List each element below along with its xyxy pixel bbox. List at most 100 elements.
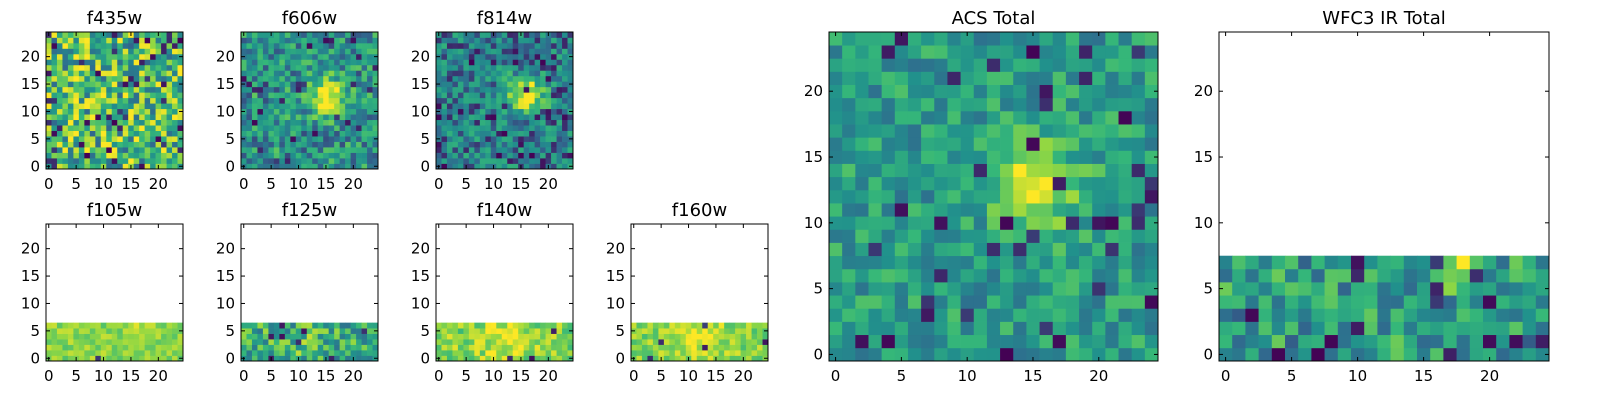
heatmap-cell: [490, 53, 497, 60]
heatmap-cell: [921, 255, 935, 270]
heatmap-cell: [685, 328, 692, 334]
heatmap-cell: [446, 70, 453, 77]
heatmap-cell: [1118, 229, 1133, 243]
heatmap-cell: [512, 119, 519, 126]
heatmap-cell: [512, 42, 519, 49]
heatmap-cell: [1079, 347, 1093, 362]
heatmap-cell: [1039, 58, 1054, 72]
heatmap-cell: [241, 92, 247, 99]
heatmap-cell: [523, 119, 530, 126]
heatmap-cell: [669, 355, 676, 362]
heatmap-cell: [323, 152, 330, 159]
heatmap-cell: [512, 64, 519, 71]
heatmap-cell: [345, 130, 351, 137]
heatmap-cell: [139, 97, 145, 104]
axes-frame: [45, 223, 184, 362]
heatmap-cell: [1131, 163, 1146, 178]
heatmap-cell: [868, 321, 882, 336]
heatmap-cell: [496, 53, 503, 60]
heatmap-cell: [562, 355, 568, 362]
heatmap-cell: [150, 328, 156, 334]
heatmap-cell: [144, 147, 151, 153]
heatmap-cell: [51, 119, 58, 126]
heatmap-cell: [46, 97, 52, 104]
heatmap-cell: [78, 53, 85, 60]
heatmap-cell: [78, 152, 85, 159]
heatmap-cell: [947, 229, 961, 243]
heatmap-cell: [133, 322, 140, 329]
heatmap-cell: [361, 81, 368, 88]
heatmap-cell: [323, 114, 330, 121]
heatmap-cell: [729, 328, 736, 334]
heatmap-cell: [1065, 58, 1080, 72]
heatmap-cell: [1456, 347, 1471, 362]
heatmap-cell: [507, 92, 514, 99]
heatmap-cell: [279, 114, 286, 121]
heatmap-cell: [567, 42, 574, 49]
heatmap-cell: [251, 81, 258, 88]
heatmap-cell: [257, 125, 264, 131]
heatmap-cell: [1403, 255, 1418, 270]
heatmap-cell: [463, 322, 470, 329]
x-tick-label: 5: [71, 175, 81, 193]
heatmap-cell: [436, 103, 442, 110]
heatmap-cell: [290, 86, 297, 93]
heatmap-cell: [367, 158, 373, 164]
heatmap-cell: [111, 108, 118, 115]
heatmap-cell: [986, 71, 1001, 85]
heatmap-cell: [986, 242, 1001, 257]
heatmap-cell: [251, 344, 258, 351]
heatmap-cell: [556, 119, 563, 126]
heatmap-cell: [144, 163, 151, 170]
heatmap-cell: [463, 147, 470, 153]
heatmap-cell: [1000, 150, 1014, 164]
heatmap-cell: [1144, 45, 1159, 59]
heatmap-cell: [529, 48, 535, 55]
heatmap-cell: [268, 86, 275, 93]
heatmap-cell: [485, 103, 492, 110]
heatmap-cell: [295, 53, 302, 60]
heatmap-cell: [361, 48, 368, 55]
heatmap-cell: [268, 81, 275, 88]
y-tick-label: 15: [216, 75, 235, 93]
heatmap-cell: [512, 163, 519, 170]
heatmap-cell: [496, 97, 503, 104]
heatmap-cell: [1052, 110, 1067, 125]
heatmap-cell: [556, 37, 563, 44]
heatmap-cell: [518, 136, 525, 142]
heatmap-cell: [78, 114, 85, 121]
heatmap-cell: [295, 42, 302, 49]
heatmap-cell: [680, 339, 687, 345]
heatmap-cell: [89, 119, 96, 126]
heatmap-cell: [485, 322, 492, 329]
heatmap-cell: [144, 130, 151, 137]
heatmap-cell: [523, 344, 530, 351]
x-tick-label: 0: [434, 175, 444, 193]
heatmap-cell: [117, 97, 124, 104]
heatmap-cell: [161, 136, 167, 142]
heatmap-cell: [257, 103, 264, 110]
heatmap-cell: [501, 108, 508, 115]
heatmap-cell: [246, 141, 253, 148]
heatmap-cell: [339, 136, 346, 142]
axes-frame: [828, 31, 1159, 362]
heatmap-cell: [62, 350, 69, 356]
heatmap-cell: [1131, 229, 1146, 243]
heatmap-cell: [441, 141, 448, 148]
heatmap-cell: [323, 141, 330, 148]
heatmap-cell: [284, 333, 291, 340]
heatmap-cell: [1364, 268, 1378, 283]
heatmap-cell: [1483, 282, 1497, 296]
heatmap-cell: [534, 350, 541, 356]
heatmap-cell: [1522, 321, 1537, 336]
heatmap-cell: [1131, 45, 1146, 59]
heatmap-cell: [746, 344, 752, 351]
x-tick-label: 20: [539, 367, 558, 385]
heatmap-cell: [150, 37, 156, 44]
x-tick-label: 0: [1221, 367, 1231, 385]
y-tick-label: 5: [813, 280, 823, 298]
heatmap-cell: [855, 189, 869, 204]
heatmap-cell: [350, 75, 357, 82]
heatmap-cell: [474, 37, 481, 44]
heatmap-cell: [540, 136, 546, 142]
